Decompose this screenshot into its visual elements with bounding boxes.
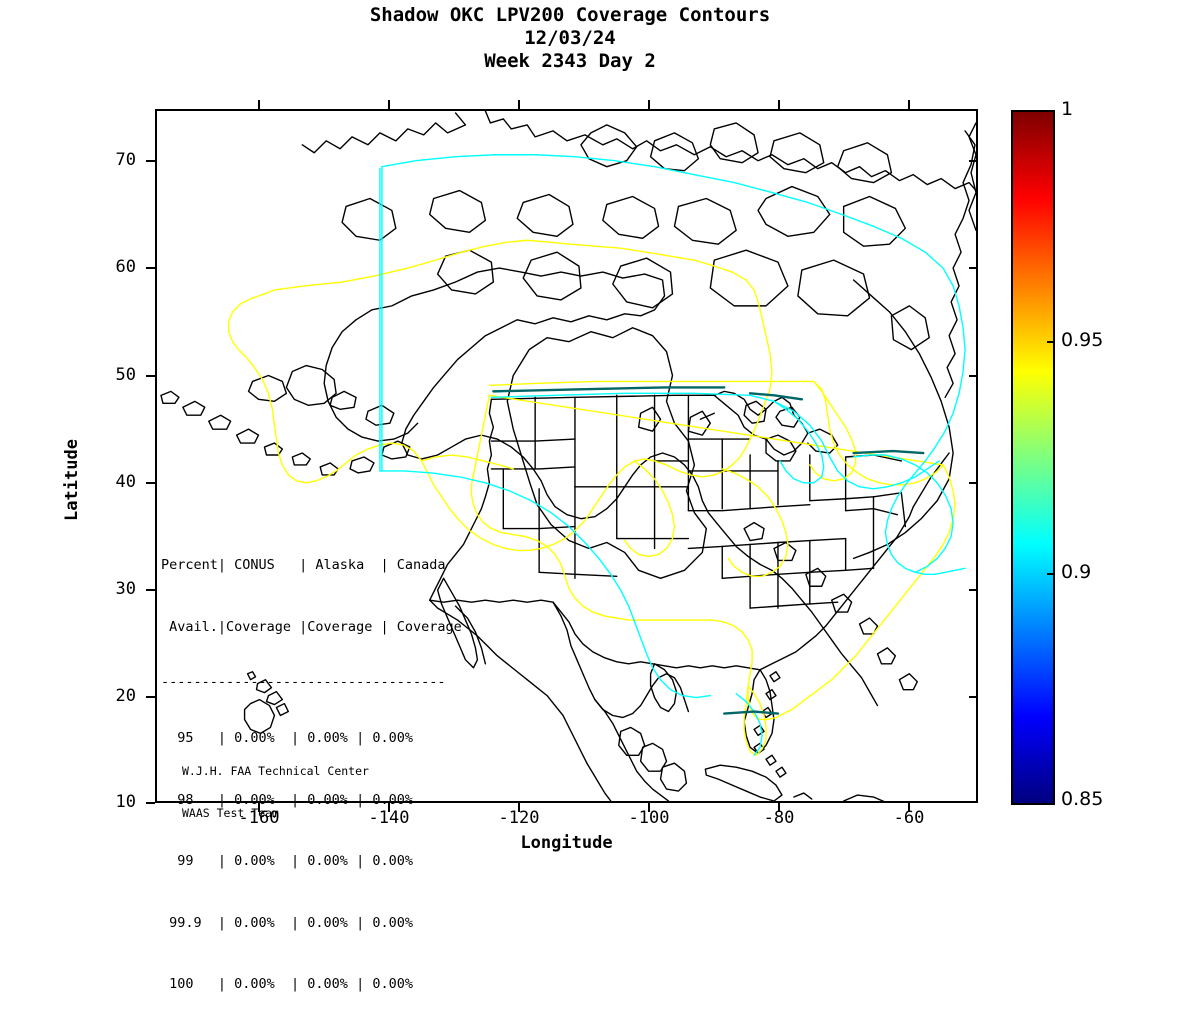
credit-line-2: WAAS Test Team — [182, 806, 279, 820]
ytick-right-70 — [969, 160, 978, 162]
ytick-label-40: 40 — [115, 472, 136, 492]
latin-america-layer — [436, 577, 885, 801]
xtick-120 — [518, 803, 520, 812]
xtick-top-140 — [388, 100, 390, 109]
credit-line-1: W.J.H. FAA Technical Center — [182, 764, 369, 778]
ytick-50 — [146, 375, 155, 377]
table-row: 99 | 0.00% | 0.00% | 0.00% — [161, 853, 413, 869]
xtick-top-160 — [258, 100, 260, 109]
ytick-right-30 — [969, 589, 978, 591]
colorbar-container — [1011, 110, 1055, 805]
xtick-140 — [388, 803, 390, 812]
chart-title-block: Shadow OKC LPV200 Coverage Contours 12/0… — [0, 4, 1140, 73]
ytick-30 — [146, 589, 155, 591]
teal-border-contour — [492, 386, 925, 715]
stats-header-row-1: Percent| CONUS | Alaska | Canada — [161, 557, 446, 573]
title-line-1: Shadow OKC LPV200 Coverage Contours — [369, 4, 771, 26]
xtick-100 — [648, 803, 650, 812]
ytick-label-10: 10 — [115, 792, 136, 812]
ytick-right-50 — [969, 375, 978, 377]
xtick-label-80: -80 — [763, 808, 795, 828]
table-row: 99.9 | 0.00% | 0.00% | 0.00% — [161, 914, 413, 931]
xtick-160 — [258, 803, 260, 812]
y-axis-label: Latitude — [62, 439, 82, 521]
ytick-60 — [146, 267, 155, 269]
map-canvas — [160, 111, 976, 801]
xtick-top-80 — [778, 100, 780, 109]
coastlines-layer — [160, 111, 976, 735]
stats-header-row-2: Avail.|Coverage |Coverage | Coverage — [161, 618, 462, 635]
xtick-60 — [908, 803, 910, 812]
ytick-label-60: 60 — [115, 257, 136, 277]
table-row: 100 | 0.00% | 0.00% | 0.00% — [161, 976, 413, 992]
colorbar-tick-085 — [1047, 803, 1055, 805]
colorbar-label-1: 1 — [1061, 98, 1074, 120]
colorbar-label-09: 0.9 — [1061, 561, 1092, 583]
table-row: 98 | 0.00% | 0.00% | 0.00% — [161, 791, 413, 808]
colorbar-label-095: 0.95 — [1061, 329, 1104, 351]
colorbar-label-085: 0.85 — [1061, 788, 1104, 810]
cyan-coverage-contour — [379, 154, 966, 756]
x-axis-label: Longitude — [520, 833, 613, 853]
title-line-2: 12/03/24 — [524, 27, 616, 49]
xtick-top-60 — [908, 100, 910, 109]
colorbar-tick-1 — [1047, 110, 1055, 112]
ytick-right-60 — [969, 267, 978, 269]
table-row: 95 | 0.00% | 0.00% | 0.00% — [161, 730, 413, 746]
ytick-label-20: 20 — [115, 686, 136, 706]
ytick-right-20 — [969, 696, 978, 698]
ytick-20 — [146, 696, 155, 698]
xtick-label-60: -60 — [893, 808, 925, 828]
ytick-70 — [146, 160, 155, 162]
xtick-label-120: -120 — [498, 808, 540, 828]
stats-header-rule: ----------------------------------- — [161, 674, 446, 690]
xtick-label-100: -100 — [628, 808, 670, 828]
colorbar-tick-095 — [1047, 341, 1055, 343]
xtick-top-120 — [518, 100, 520, 109]
ytick-label-70: 70 — [115, 150, 136, 170]
map-plot-area — [155, 109, 978, 803]
xtick-top-100 — [648, 100, 650, 109]
ytick-10 — [146, 802, 155, 804]
xtick-label-160: -160 — [238, 808, 280, 828]
credit-text: W.J.H. FAA Technical Center WAAS Test Te… — [182, 736, 369, 834]
colorbar-tick-09 — [1047, 573, 1055, 575]
xtick-80 — [778, 803, 780, 812]
ytick-label-50: 50 — [115, 365, 136, 385]
xtick-label-140: -140 — [368, 808, 410, 828]
title-line-3: Week 2343 Day 2 — [484, 50, 656, 72]
ytick-40 — [146, 482, 155, 484]
ytick-label-30: 30 — [115, 579, 136, 599]
ytick-right-40 — [969, 482, 978, 484]
colorbar-gradient — [1011, 110, 1055, 805]
